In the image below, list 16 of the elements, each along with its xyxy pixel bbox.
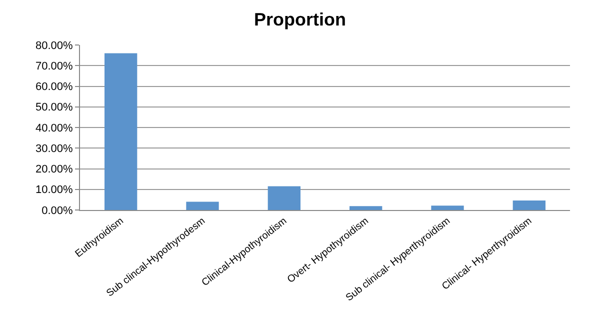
bar [104,53,138,210]
y-tick-label: 50.00% [35,102,74,114]
bar [431,206,464,210]
y-tick-label: 20.00% [35,164,74,176]
bar [268,186,300,210]
y-tick-label: 80.00% [35,40,74,52]
y-tick-label: 60.00% [35,81,74,94]
y-tick-label: 0.00% [42,204,74,217]
y-tick-label: 40.00% [35,122,74,134]
chart-title: Proportion [254,10,346,30]
y-tick-label: 70.00% [35,60,74,72]
y-tick-label: 30.00% [35,142,74,155]
bar [186,202,219,210]
y-tick-label: 10.00% [35,184,74,196]
bar [350,206,382,210]
bar [512,200,546,210]
